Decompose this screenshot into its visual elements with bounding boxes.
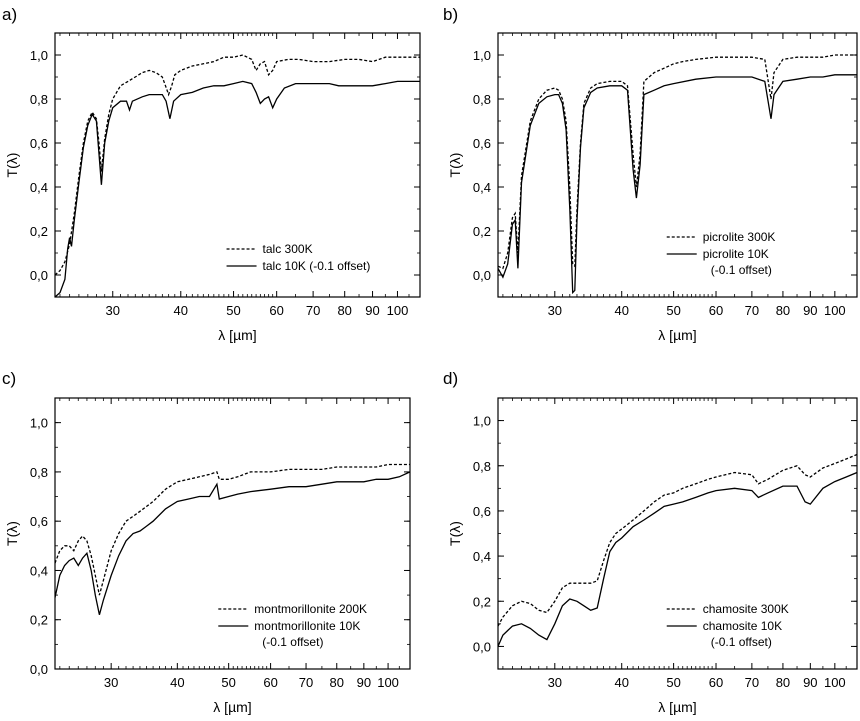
x-tick-label: 70: [745, 675, 759, 690]
y-tick-label: 1,0: [30, 48, 48, 63]
y-axis-title: T(λ): [4, 521, 20, 546]
series-line-solid: [498, 471, 857, 647]
x-axis-title: λ [µm]: [218, 327, 256, 343]
x-tick-label: 30: [548, 675, 562, 690]
y-tick-label: 0,2: [30, 613, 48, 628]
x-tick-label: 70: [745, 303, 759, 318]
legend-entry: (-0.1 offset): [711, 263, 772, 277]
series-line-dashed: [55, 463, 410, 596]
y-tick-label: 0,0: [473, 268, 491, 283]
x-axis-title: λ [µm]: [658, 327, 696, 343]
x-tick-label: 30: [104, 675, 118, 690]
legend-entry: montmorillonite 10K: [254, 619, 360, 633]
y-tick-label: 0,8: [473, 92, 491, 107]
legend: montmorillonite 200K montmorillonite 10K (…: [218, 602, 367, 649]
y-tick-label: 0,6: [30, 136, 48, 151]
x-tick-label: 90: [357, 675, 371, 690]
x-tick-label: 80: [776, 675, 790, 690]
y-axis-title: T(λ): [447, 153, 463, 178]
y-tick-label: 0,4: [473, 180, 491, 195]
x-tick-label: 50: [666, 303, 680, 318]
panel-letter: c): [2, 369, 16, 388]
x-tick-label: 70: [299, 675, 313, 690]
panel-letter: a): [2, 5, 17, 24]
legend: talc 300K talc 10K (-0.1 offset): [226, 242, 371, 273]
x-axis-title: λ [µm]: [213, 699, 251, 715]
y-tick-label: 0,8: [30, 465, 48, 480]
y-tick-label: 0,4: [473, 549, 491, 564]
x-tick-label: 80: [776, 303, 790, 318]
legend-entry: talc 10K (-0.1 offset): [263, 259, 371, 273]
x-tick-label: 60: [709, 303, 723, 318]
legend-entry: montmorillonite 200K: [254, 602, 367, 616]
x-tick-label: 60: [269, 303, 283, 318]
chart-panel-4: d) 30 40 50 60 70 80 90 100 0,0 0,2 0,4 0,6 0,8 1,0 λ […: [443, 369, 858, 715]
panel-letter: b): [443, 5, 458, 24]
y-tick-label: 0,0: [30, 662, 48, 677]
x-tick-label: 90: [803, 675, 817, 690]
series-line-solid: [498, 74, 857, 295]
x-tick-label: 50: [226, 303, 240, 318]
legend-entry: chamosite 300K: [703, 602, 789, 616]
x-axis-title: λ [µm]: [658, 699, 696, 715]
x-tick-label: 80: [337, 303, 351, 318]
plot-frame: [54, 397, 411, 670]
legend: chamosite 300K chamosite 10K (-0.1 offset): [666, 602, 789, 649]
legend-entry: (-0.1 offset): [262, 635, 323, 649]
x-tick-label: 100: [377, 675, 399, 690]
y-tick-label: 0,2: [473, 594, 491, 609]
x-tick-label: 100: [387, 303, 409, 318]
y-tick-label: 0,4: [30, 563, 48, 578]
x-tick-label: 40: [614, 303, 628, 318]
plot-frame: [54, 32, 421, 298]
y-tick-label: 1,0: [473, 414, 491, 429]
series-line-dashed: [55, 54, 420, 276]
y-tick-label: 0,6: [30, 514, 48, 529]
x-tick-label: 90: [365, 303, 379, 318]
x-tick-label: 60: [263, 675, 277, 690]
x-tick-label: 30: [106, 303, 120, 318]
chart-panel-2: b) 30 40 50 60 70 80 90 100 0,0 0,2 0,4 0,6 0,8 1,0 λ […: [443, 5, 858, 343]
y-tick-label: 0,6: [473, 136, 491, 151]
legend-entry: chamosite 10K: [703, 619, 782, 633]
y-tick-label: 0,0: [30, 268, 48, 283]
y-tick-label: 0,2: [30, 224, 48, 239]
y-tick-label: 0,8: [473, 459, 491, 474]
legend-entry: talc 300K: [263, 242, 313, 256]
series-line-solid: [55, 471, 410, 615]
chart-panel-3: c) 30 40 50 60 70 80 90 100 0,0 0,2 0,4 0,6 0,8 1,0 λ […: [2, 369, 411, 715]
y-tick-label: 1,0: [473, 48, 491, 63]
x-tick-label: 40: [170, 675, 184, 690]
x-tick-label: 50: [666, 675, 680, 690]
x-tick-label: 50: [221, 675, 235, 690]
x-tick-label: 60: [709, 675, 723, 690]
x-tick-label: 70: [306, 303, 320, 318]
y-tick-label: 0,2: [473, 224, 491, 239]
x-tick-label: 30: [548, 303, 562, 318]
y-tick-label: 0,6: [473, 504, 491, 519]
y-axis-title: T(λ): [4, 153, 20, 178]
y-tick-label: 0,8: [30, 92, 48, 107]
series-line-solid: [55, 80, 420, 297]
chart-panel-1: a) 30 40 50 60 70 80 90 100 0,0 0,2 0,4 0,6 0,8 1,0 λ […: [2, 5, 421, 343]
x-tick-label: 100: [824, 303, 846, 318]
x-tick-label: 100: [824, 675, 846, 690]
y-tick-label: 1,0: [30, 416, 48, 431]
plot-frame: [497, 32, 858, 298]
y-axis-title: T(λ): [447, 521, 463, 546]
x-tick-label: 80: [330, 675, 344, 690]
y-tick-label: 0,0: [473, 639, 491, 654]
legend-entry: (-0.1 offset): [711, 635, 772, 649]
legend: picrolite 300K picrolite 10K (-0.1 offset): [666, 230, 776, 277]
panel-letter: d): [443, 369, 458, 388]
series-line-dashed: [498, 54, 857, 270]
series-line-dashed: [498, 453, 857, 627]
legend-entry: picrolite 10K: [703, 247, 769, 261]
y-tick-label: 0,4: [30, 180, 48, 195]
x-tick-label: 40: [614, 675, 628, 690]
legend-entry: picrolite 300K: [703, 230, 776, 244]
x-tick-label: 40: [174, 303, 188, 318]
x-tick-label: 90: [803, 303, 817, 318]
